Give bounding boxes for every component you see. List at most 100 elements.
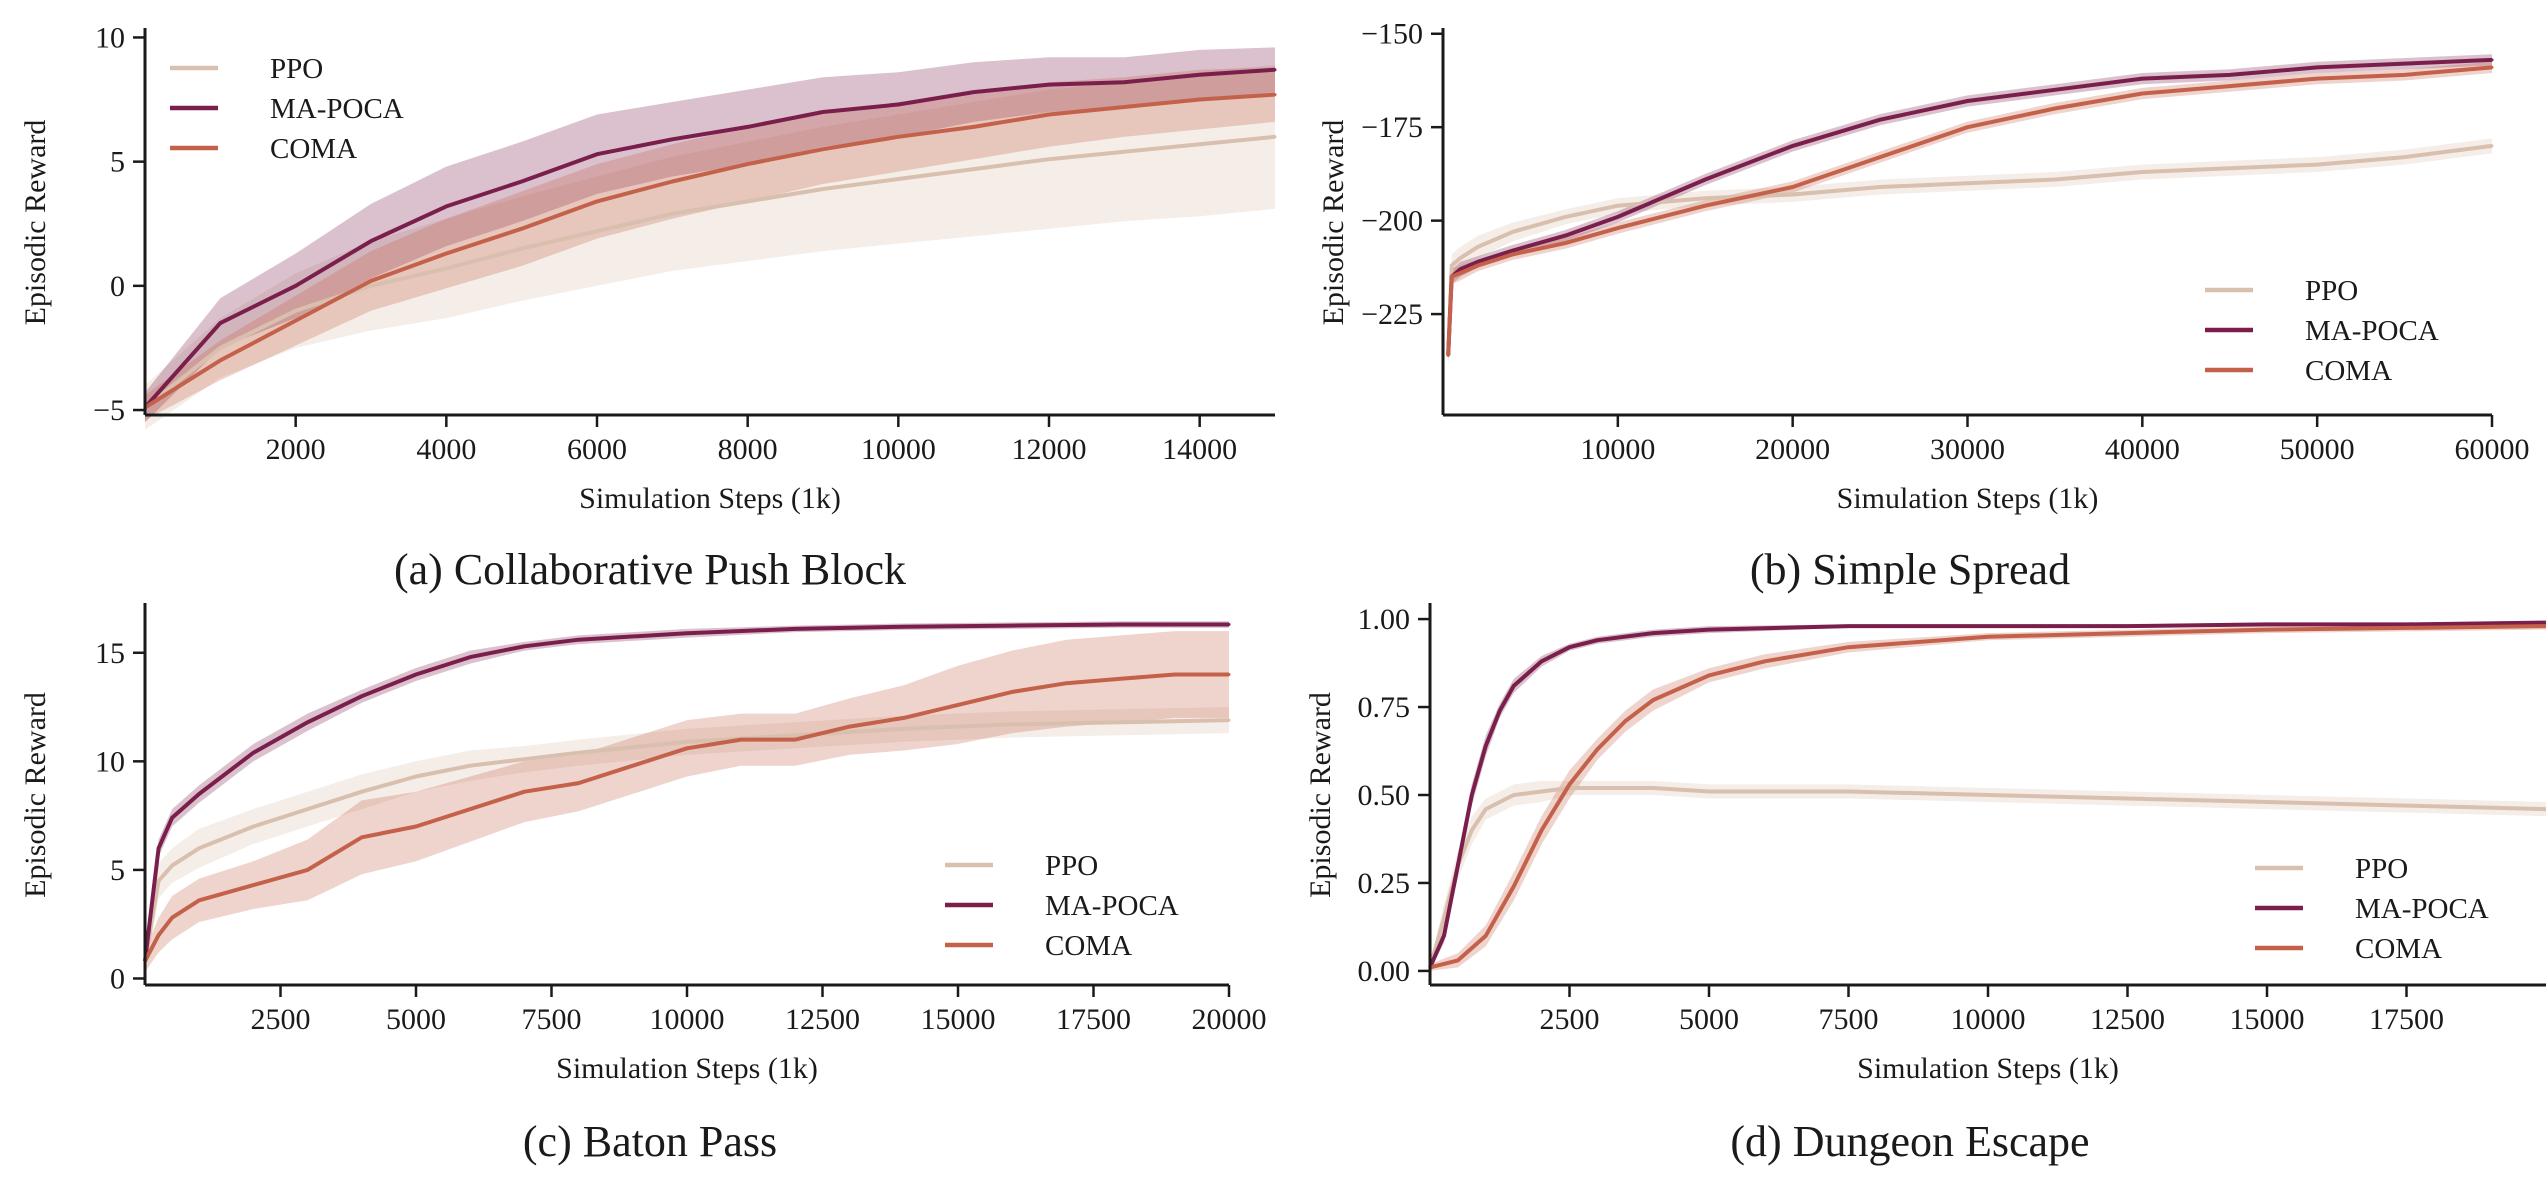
data-point-ppo xyxy=(1459,256,1462,260)
data-point-coma xyxy=(848,725,852,729)
series-line-ma-poca xyxy=(1428,620,2546,969)
data-point-ppo xyxy=(896,177,900,181)
y-tick-label: 10 xyxy=(95,745,125,778)
data-point-ppo xyxy=(1966,181,1969,185)
data-point-ppo xyxy=(972,167,976,171)
x-tick-label: 12000 xyxy=(1012,433,1087,466)
data-point-ma-poca xyxy=(2403,62,2407,66)
data-point-ppo xyxy=(197,846,201,850)
series-line-ppo xyxy=(143,134,1276,410)
legend-label-coma: COMA xyxy=(270,133,357,165)
panel-caption: (a) Collaborative Push Block xyxy=(394,545,906,594)
data-point-ppo xyxy=(902,727,906,731)
data-point-coma xyxy=(218,358,222,362)
data-point-ppo xyxy=(1198,142,1202,146)
x-tick-label: 17500 xyxy=(1056,1003,1131,1036)
data-point-ma-poca xyxy=(1442,934,1446,938)
panel-dungeon-escape: 2500 5000 7500 10000 12500 15000 17500 0.00 0.25… xyxy=(1304,603,2546,1166)
data-point-ppo xyxy=(670,212,674,216)
data-point-ppo xyxy=(360,790,364,794)
data-point-coma xyxy=(1122,105,1126,109)
data-point-ma-poca xyxy=(1476,260,1480,264)
x-tick-label: 10000 xyxy=(861,433,936,466)
legend-label-ma-poca: MA-POCA xyxy=(2355,893,2489,925)
data-point-coma xyxy=(2053,107,2057,110)
data-point-ppo xyxy=(1595,786,1599,790)
data-point-coma xyxy=(1512,885,1516,888)
x-tick-label: 17500 xyxy=(2369,1003,2444,1036)
data-point-coma xyxy=(468,807,472,811)
y-tick-label: 0.25 xyxy=(1358,867,1411,900)
data-point-coma xyxy=(1623,719,1627,723)
data-point-ma-poca xyxy=(972,90,976,94)
x-tick-label: 10000 xyxy=(650,1003,725,1036)
data-point-ppo xyxy=(595,229,599,233)
data-point-coma xyxy=(1047,113,1051,116)
data-point-coma xyxy=(1763,659,1767,663)
data-point-coma xyxy=(2140,92,2144,95)
x-tick-label: 8000 xyxy=(718,433,778,466)
data-point-ma-poca xyxy=(1047,83,1051,87)
y-tick-label: 5 xyxy=(110,854,125,887)
y-tick-label: 5 xyxy=(110,146,125,179)
x-tick-label: 10000 xyxy=(1951,1003,2026,1036)
x-tick-label: 2500 xyxy=(1540,1003,1600,1036)
band-coma xyxy=(145,631,1229,972)
data-point-ma-poca xyxy=(1595,638,1599,642)
y-tick-label: −150 xyxy=(1361,18,1423,51)
data-point-coma xyxy=(1064,681,1068,685)
panel-baton-pass: 2500 5000 7500 10000 12500 15000 17500 20000 0 5 1… xyxy=(19,603,1267,1166)
data-point-coma xyxy=(956,703,960,707)
data-point-coma xyxy=(2315,77,2319,81)
data-point-coma xyxy=(2403,73,2407,77)
x-axis-label: Simulation Steps (1k) xyxy=(1837,482,2099,515)
data-point-ma-poca xyxy=(414,673,418,676)
y-tick-label: −5 xyxy=(93,394,125,427)
data-point-ma-poca xyxy=(251,751,255,755)
data-point-ma-poca xyxy=(896,103,900,106)
data-point-coma xyxy=(1791,185,1795,189)
data-point-ma-poca xyxy=(685,631,689,635)
data-point-ppo xyxy=(170,864,174,868)
data-point-ppo xyxy=(2228,166,2232,170)
data-point-ppo xyxy=(1563,215,1567,219)
data-point-ma-poca xyxy=(1563,234,1567,238)
data-point-ma-poca xyxy=(1273,68,1277,72)
y-tick-label: 0.75 xyxy=(1358,691,1411,724)
data-point-coma xyxy=(522,790,526,794)
data-point-ppo xyxy=(218,346,222,350)
data-point-ma-poca xyxy=(2265,622,2269,626)
band-ppo xyxy=(1448,138,2492,367)
data-point-ppo xyxy=(821,187,825,191)
y-tick-label: 0 xyxy=(110,270,125,303)
data-point-ma-poca xyxy=(1484,744,1488,748)
data-point-ppo xyxy=(306,807,310,811)
data-point-ppo xyxy=(2403,155,2407,159)
data-point-ma-poca xyxy=(1010,624,1014,628)
x-tick-label: 2500 xyxy=(251,1003,311,1036)
data-point-ppo xyxy=(1442,916,1446,920)
data-point-coma xyxy=(1651,698,1655,702)
data-point-ma-poca xyxy=(577,638,581,642)
x-tick-label: 2000 xyxy=(266,433,326,466)
data-point-coma xyxy=(685,746,689,750)
data-point-coma xyxy=(360,835,364,839)
x-tick-label: 5000 xyxy=(1679,1003,1739,1036)
data-point-ppo xyxy=(793,733,797,737)
y-tick-label: 10 xyxy=(95,21,125,54)
data-point-ppo xyxy=(2265,800,2269,804)
data-point-ma-poca xyxy=(1847,624,1850,628)
y-axis-label: Episodic Reward xyxy=(1304,692,1337,898)
data-point-ma-poca xyxy=(1119,623,1123,626)
data-point-coma xyxy=(444,252,448,255)
data-point-ppo xyxy=(444,267,448,270)
data-point-ppo xyxy=(1986,793,1990,797)
legend: PPO MA-POCA COMA xyxy=(2205,275,2439,387)
data-point-coma xyxy=(157,933,161,937)
data-point-ma-poca xyxy=(522,644,526,648)
data-point-coma xyxy=(369,279,373,283)
band-ppo xyxy=(145,64,1275,430)
legend-label-ppo: PPO xyxy=(1045,850,1098,882)
legend: PPO MA-POCA COMA xyxy=(170,53,404,165)
